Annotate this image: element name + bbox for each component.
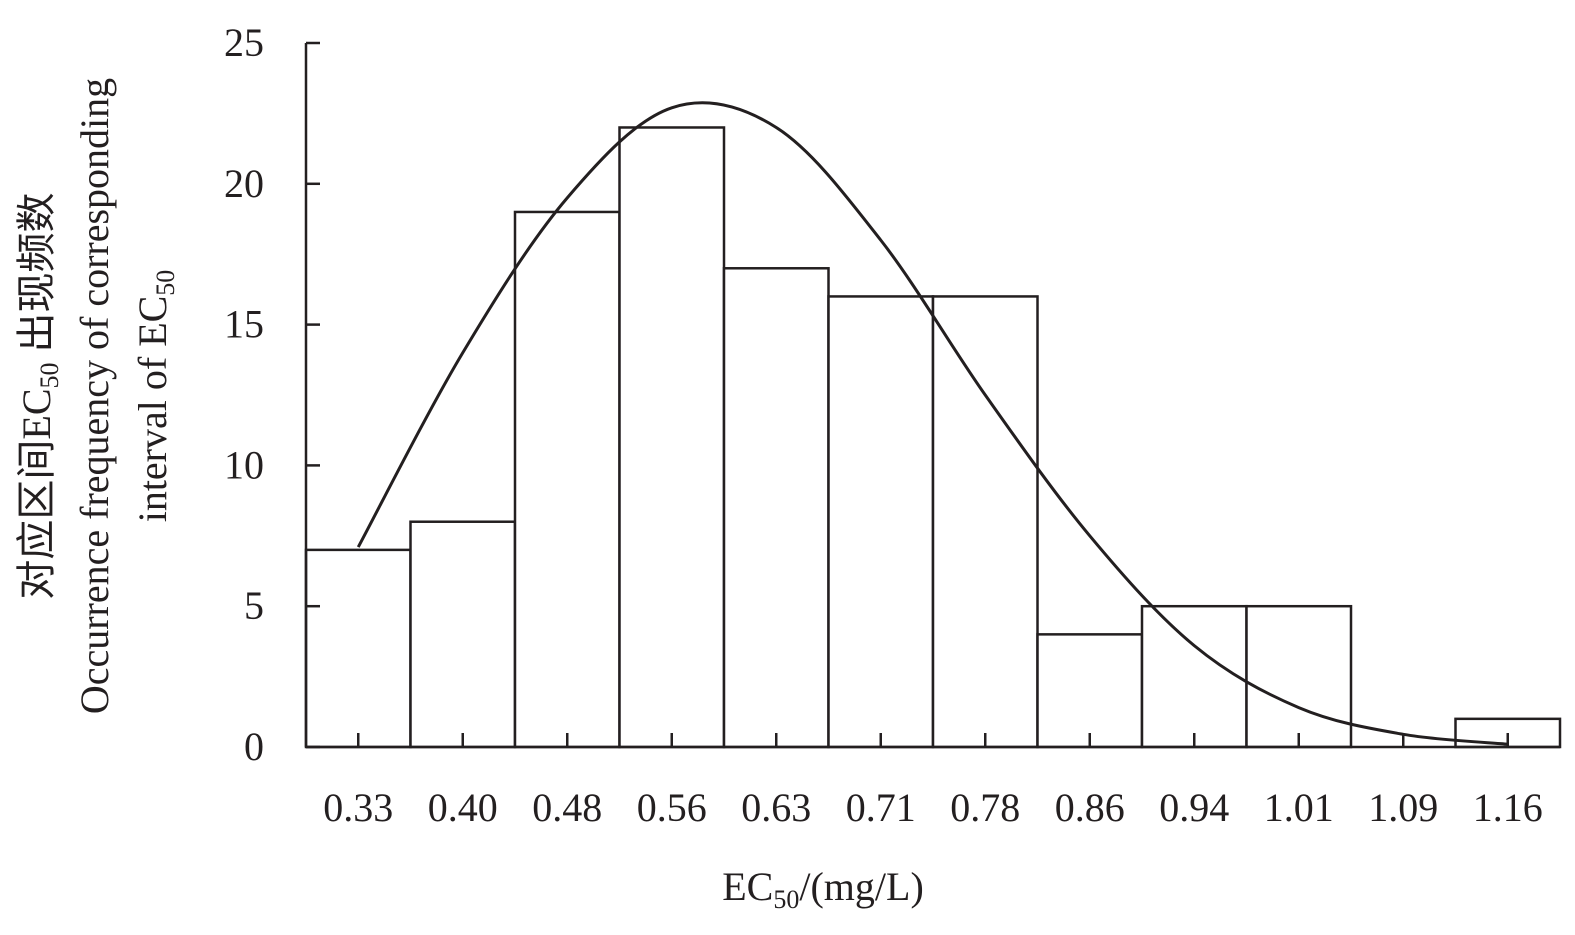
axes [304, 43, 1560, 749]
y-tick-label-15: 15 [224, 302, 264, 347]
x-tick-label-0.86: 0.86 [1055, 785, 1125, 830]
y-axis-title-line2: Occurrence frequency of corresponding [72, 78, 117, 714]
x-axis-title: EC50/(mg/L) [722, 864, 924, 914]
y-axis-title-line1: 对应区间EC50 出现频数 [14, 192, 64, 599]
bar-0.94 [1140, 604, 1248, 749]
y-tick-label-5: 5 [244, 583, 264, 628]
x-tick-label-1.16: 1.16 [1473, 785, 1543, 830]
x-tick-label-1.09: 1.09 [1368, 785, 1438, 830]
x-tick-label-0.94: 0.94 [1159, 785, 1229, 830]
bar-0.56 [618, 126, 726, 749]
bar-0.78 [931, 295, 1039, 749]
y-tick-label-20: 20 [224, 161, 264, 206]
y-axis-ticks: 0 5 10 15 20 25 [224, 20, 320, 769]
bar-0.71 [827, 295, 935, 749]
bar-0.48 [513, 210, 621, 749]
y-tick-label-0: 0 [244, 724, 264, 769]
x-tick-label-0.71: 0.71 [846, 785, 916, 830]
y-tick-label-10: 10 [224, 442, 264, 487]
y-axis-title-line3: interval of EC50 [130, 270, 180, 523]
y-axis-title: 对应区间EC50 出现频数 Occurrence frequency of co… [14, 78, 180, 714]
bar-1.01 [1245, 604, 1353, 749]
histogram-bars [304, 126, 1562, 749]
normal-fit-curve [356, 101, 1508, 746]
bar-0.33 [304, 548, 412, 749]
x-tick-label-0.56: 0.56 [637, 785, 707, 830]
bar-0.63 [722, 267, 830, 749]
x-tick-label-0.33: 0.33 [323, 785, 393, 830]
y-tick-label-25: 25 [224, 20, 264, 65]
x-tick-label-0.40: 0.40 [428, 785, 498, 830]
x-axis-ticks: 0.33 0.40 0.48 0.56 0.63 0.71 0.78 0.86 0.94 1.01… [323, 733, 1543, 830]
x-tick-label-0.63: 0.63 [741, 785, 811, 830]
x-tick-label-1.01: 1.01 [1264, 785, 1334, 830]
x-tick-label-0.48: 0.48 [532, 785, 602, 830]
bar-0.86 [1036, 633, 1144, 749]
bar-0.40 [409, 520, 517, 749]
x-tick-label-0.78: 0.78 [950, 785, 1020, 830]
